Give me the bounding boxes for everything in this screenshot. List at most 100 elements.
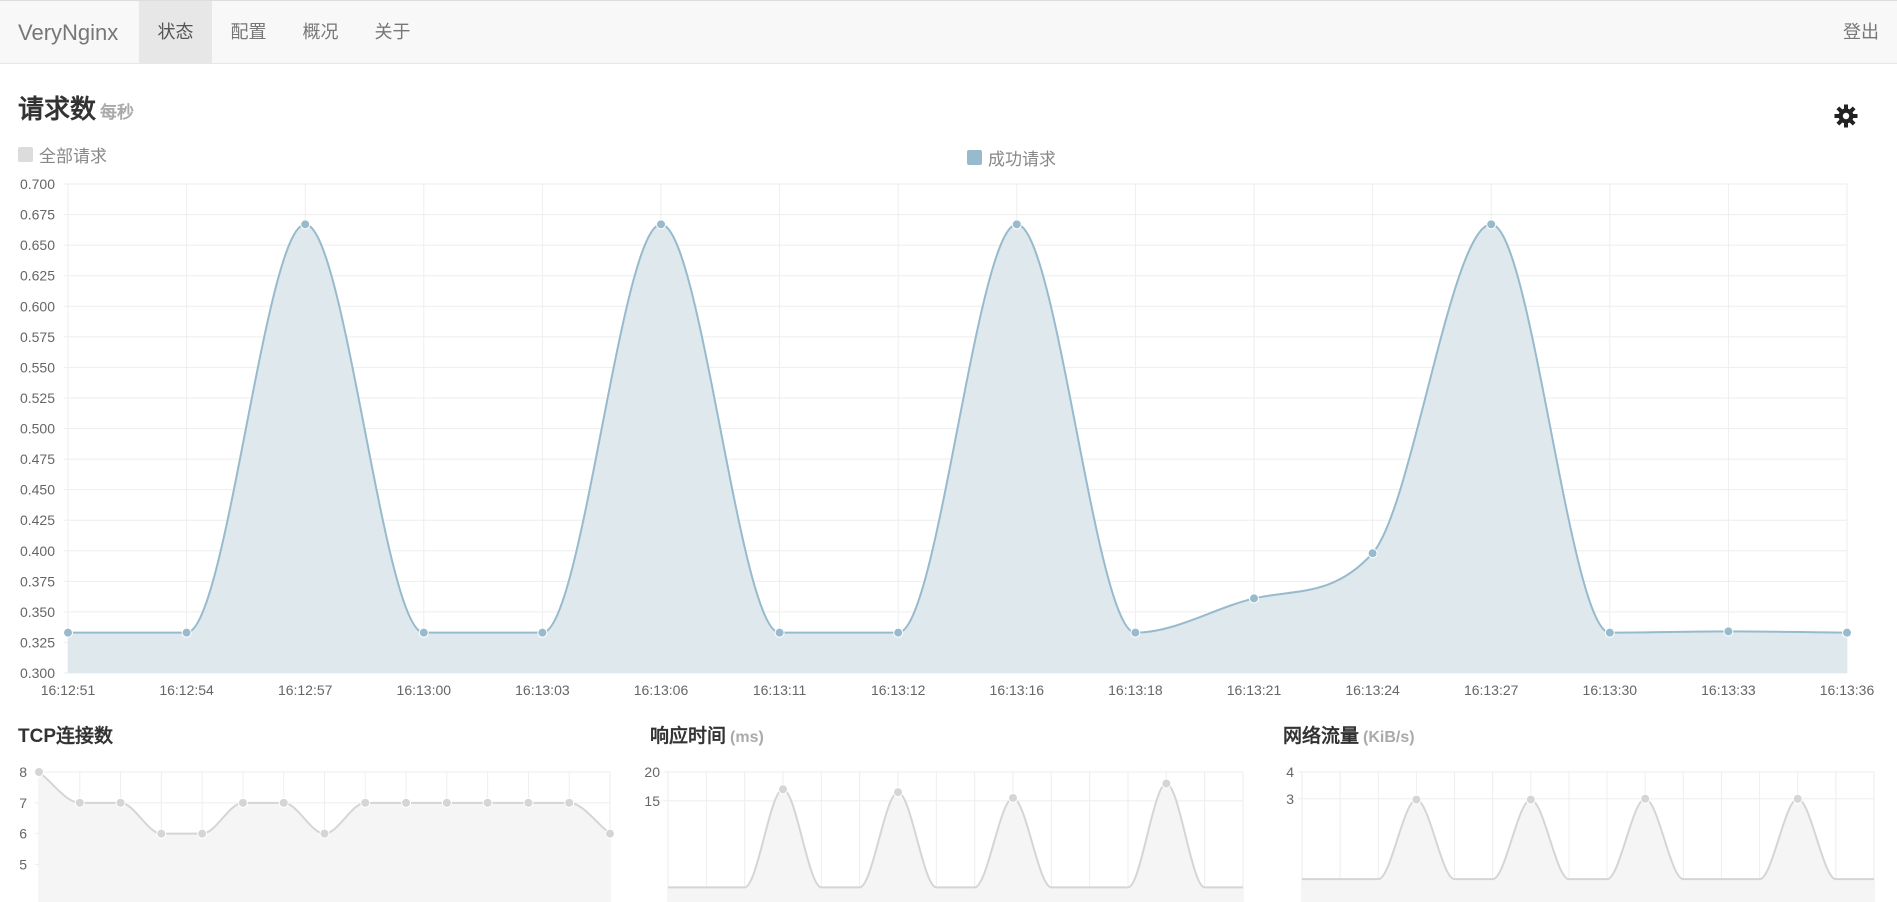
data-point — [656, 219, 666, 230]
nav-tab-summary[interactable]: 概况 — [302, 22, 339, 42]
response-subtitle: (ms) — [730, 729, 764, 746]
tcp-chart: 8 7 6 5 — [19, 764, 615, 902]
data-point — [1411, 794, 1422, 805]
y-tick-label: 0.350 — [20, 604, 55, 620]
x-tick-label: 16:13:03 — [515, 682, 570, 698]
y-tick-label: 0.375 — [20, 573, 55, 589]
data-point — [300, 219, 311, 230]
data-point — [278, 797, 289, 808]
response-chart-title: 响应时间 (ms) — [650, 721, 764, 748]
data-point — [74, 797, 85, 808]
data-point — [1525, 794, 1536, 805]
data-point — [63, 627, 73, 638]
data-point — [156, 828, 167, 839]
x-tick-label: 16:13:18 — [1108, 682, 1163, 698]
data-point — [1640, 793, 1651, 804]
requests-title: 请求数 — [18, 94, 97, 124]
data-point — [115, 797, 126, 808]
legend-label-success: 成功请求 — [988, 150, 1056, 169]
series-area — [1302, 798, 1874, 902]
y-tick-label: 0.450 — [20, 482, 55, 498]
y-tick-label: 0.325 — [20, 634, 55, 650]
page-title: 请求数 每秒 — [18, 89, 134, 126]
legend-success-requests[interactable]: 成功请求 — [967, 145, 1056, 170]
y-tick-label: 0.700 — [20, 176, 55, 192]
x-tick-label: 16:13:33 — [1701, 682, 1756, 698]
data-point — [774, 627, 785, 638]
series-line — [668, 782, 1243, 889]
y-tick-label: 7 — [19, 795, 27, 811]
y-tick-label: 0.675 — [20, 207, 55, 223]
y-tick-label: 0.625 — [20, 268, 55, 284]
x-tick-label: 16:13:30 — [1583, 682, 1638, 698]
tcp-title: TCP连接数 — [18, 726, 114, 747]
y-tick-label: 0.475 — [20, 451, 55, 467]
data-point — [34, 767, 44, 777]
y-tick-label: 8 — [19, 764, 27, 780]
data-point — [1130, 627, 1141, 638]
y-tick-label: 6 — [19, 826, 27, 842]
x-tick-label: 16:13:24 — [1345, 682, 1400, 698]
data-point — [1367, 548, 1378, 559]
data-point — [482, 797, 493, 808]
nav-tab-config[interactable]: 配置 — [230, 22, 267, 42]
gear-icon[interactable] — [1834, 104, 1858, 128]
data-point — [181, 627, 192, 638]
logout-link[interactable]: 登出 — [1843, 22, 1879, 42]
y-tick-label: 15 — [644, 793, 660, 809]
navbar: VeryNginx 状态 配置 概况 关于 登出 — [0, 0, 1897, 64]
data-point — [441, 797, 452, 808]
network-title: 网络流量 — [1283, 726, 1360, 747]
data-point — [1161, 778, 1172, 789]
data-point — [1249, 593, 1259, 604]
brand-logo[interactable]: VeryNginx — [18, 20, 119, 45]
x-tick-label: 16:12:57 — [278, 682, 333, 698]
data-point — [360, 797, 371, 808]
y-tick-label: 0.500 — [20, 421, 55, 437]
data-point — [1842, 627, 1852, 638]
x-tick-label: 16:13:36 — [1820, 682, 1875, 698]
network-chart-title: 网络流量 (KiB/s) — [1283, 721, 1415, 748]
y-tick-label: 0.600 — [20, 298, 55, 314]
y-tick-label: 0.425 — [20, 512, 55, 528]
requests-chart: 0.700 0.675 0.650 0.625 0.600 0.575 0.550 0.525… — [20, 176, 1875, 698]
data-point — [1011, 219, 1022, 230]
data-point — [237, 797, 248, 808]
x-tick-label: 16:13:16 — [990, 682, 1045, 698]
x-tick-label: 16:13:06 — [634, 682, 689, 698]
y-tick-label: 0.300 — [20, 665, 55, 681]
legend-label-all: 全部请求 — [39, 147, 107, 166]
y-tick-label: 3 — [1286, 791, 1294, 807]
data-point — [1792, 793, 1803, 804]
legend-swatch-all — [18, 147, 33, 162]
data-point — [1604, 627, 1615, 638]
y-tick-label: 4 — [1286, 764, 1294, 780]
data-point — [1486, 219, 1497, 230]
series-line — [1302, 797, 1874, 881]
network-chart: 43 — [1286, 764, 1875, 902]
x-tick-label: 16:12:54 — [159, 682, 214, 698]
data-point — [401, 797, 412, 808]
data-point — [319, 828, 330, 839]
data-point — [197, 828, 208, 839]
x-tick-label: 16:13:27 — [1464, 682, 1519, 698]
y-tick-label: 20 — [644, 764, 660, 780]
series-area — [68, 224, 1847, 673]
data-point — [893, 787, 903, 798]
data-point — [523, 797, 534, 808]
data-point — [1008, 792, 1018, 803]
x-tick-label: 16:13:21 — [1227, 682, 1282, 698]
data-point — [778, 784, 788, 795]
data-point — [537, 627, 548, 638]
network-subtitle: (KiB/s) — [1363, 729, 1415, 746]
data-point — [1723, 626, 1734, 637]
data-point — [564, 797, 575, 808]
y-tick-label: 0.525 — [20, 390, 55, 406]
data-point — [893, 627, 904, 638]
y-tick-label: 0.550 — [20, 359, 55, 375]
response-title: 响应时间 — [650, 726, 727, 747]
nav-tab-about[interactable]: 关于 — [374, 22, 411, 42]
nav-tab-status[interactable]: 状态 — [139, 1, 212, 64]
legend-all-requests[interactable]: 全部请求 — [18, 142, 107, 167]
